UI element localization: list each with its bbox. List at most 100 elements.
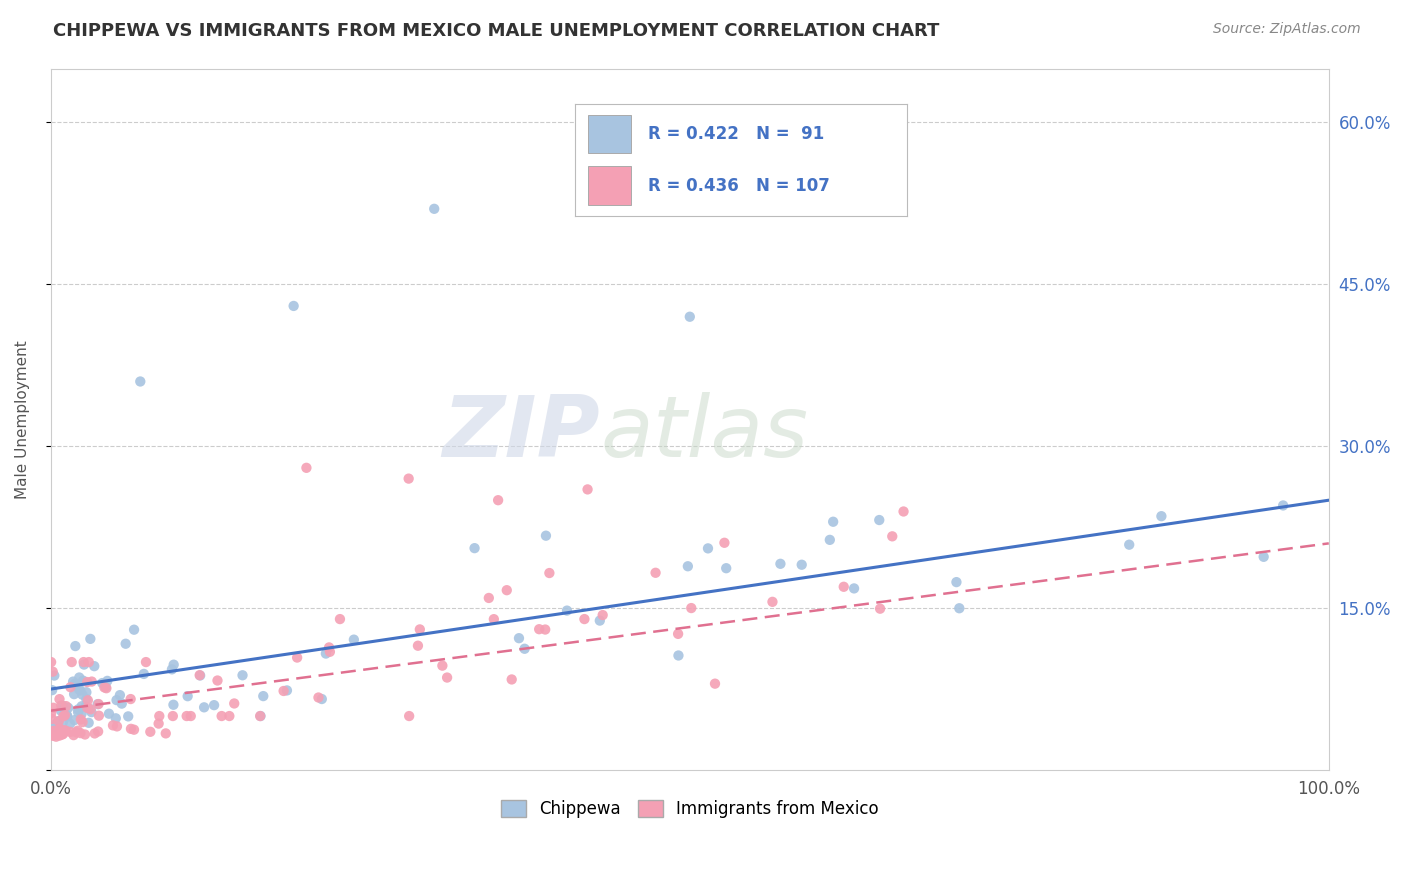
Point <box>72 715 94 730</box>
Point <box>97 706 120 721</box>
Point <box>534 623 557 637</box>
Point <box>39 728 62 742</box>
Point <box>105 719 128 733</box>
Point <box>276 683 298 698</box>
Point <box>139 724 162 739</box>
Point <box>62 728 84 742</box>
Point <box>66 723 89 738</box>
Point <box>283 299 305 313</box>
Point <box>273 684 295 698</box>
Point <box>67 671 90 685</box>
Point <box>59 725 82 739</box>
Point <box>48 692 70 706</box>
Point <box>73 657 96 672</box>
Point <box>94 680 117 694</box>
Point <box>45 727 67 741</box>
Point <box>211 709 233 723</box>
Point <box>49 722 72 736</box>
Point <box>555 604 578 618</box>
Point <box>105 693 128 707</box>
Point <box>716 561 738 575</box>
Y-axis label: Male Unemployment: Male Unemployment <box>15 340 30 499</box>
Point <box>769 557 792 571</box>
Point <box>436 671 458 685</box>
Point <box>48 729 70 743</box>
Point <box>51 728 73 742</box>
Point <box>576 483 599 497</box>
Point <box>842 582 865 596</box>
Point <box>318 640 340 655</box>
Point <box>224 697 246 711</box>
Point <box>527 622 550 636</box>
Point <box>697 541 720 556</box>
Point <box>668 648 690 663</box>
Point <box>59 716 82 731</box>
Point <box>67 702 90 716</box>
Point <box>42 665 65 679</box>
Point <box>55 699 77 714</box>
Point <box>49 722 72 736</box>
Point <box>249 709 271 723</box>
Point <box>53 707 76 722</box>
Point <box>495 583 517 598</box>
Point <box>1253 549 1275 564</box>
Point <box>53 723 76 738</box>
Point <box>464 541 486 556</box>
Point <box>75 692 97 706</box>
Point <box>666 627 689 641</box>
Point <box>46 714 69 729</box>
Point <box>162 698 184 712</box>
Point <box>63 713 86 727</box>
Point <box>398 709 420 723</box>
Point <box>44 668 66 682</box>
Text: atlas: atlas <box>600 392 808 475</box>
Point <box>56 708 79 723</box>
Point <box>1272 499 1295 513</box>
Point <box>676 559 699 574</box>
Legend: Chippewa, Immigrants from Mexico: Chippewa, Immigrants from Mexico <box>495 793 886 825</box>
Point <box>70 706 93 721</box>
Point <box>72 673 94 688</box>
Point <box>49 704 72 718</box>
Text: CHIPPEWA VS IMMIGRANTS FROM MEXICO MALE UNEMPLOYMENT CORRELATION CHART: CHIPPEWA VS IMMIGRANTS FROM MEXICO MALE … <box>53 22 939 40</box>
Point <box>882 529 904 543</box>
Point <box>79 702 101 716</box>
Point <box>52 727 75 741</box>
Point <box>39 706 62 721</box>
Point <box>893 504 915 518</box>
Point <box>120 722 142 736</box>
Point <box>73 727 96 741</box>
Point <box>501 673 523 687</box>
Point <box>188 668 211 682</box>
Point <box>39 655 62 669</box>
Point <box>482 612 505 626</box>
Point <box>832 580 855 594</box>
Point <box>67 705 90 719</box>
Point <box>589 614 612 628</box>
Point <box>60 655 83 669</box>
Point <box>945 575 967 590</box>
Point <box>56 709 79 723</box>
Point <box>76 693 98 707</box>
Point <box>62 674 84 689</box>
Point <box>72 655 94 669</box>
Point <box>49 723 72 738</box>
Point <box>79 632 101 646</box>
Point <box>42 700 65 714</box>
Point <box>96 673 118 688</box>
Point <box>329 612 352 626</box>
Point <box>44 719 66 733</box>
Point <box>45 730 67 744</box>
Point <box>406 639 429 653</box>
Point <box>162 709 184 723</box>
Point <box>75 685 97 699</box>
Point <box>63 687 86 701</box>
Point <box>486 493 509 508</box>
Point <box>49 723 72 738</box>
Point <box>87 697 110 711</box>
Point <box>51 698 73 713</box>
Point <box>69 713 91 727</box>
Point <box>77 655 100 669</box>
Point <box>129 375 152 389</box>
Point <box>80 705 103 719</box>
